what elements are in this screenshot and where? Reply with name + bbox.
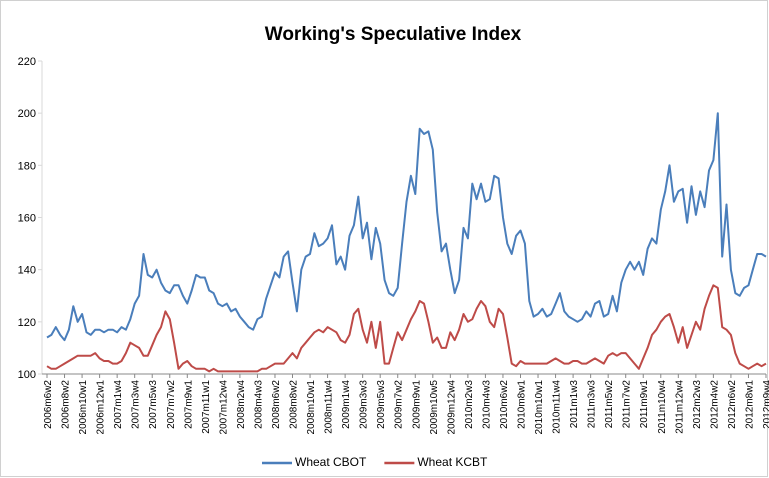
chart-title: Working's Speculative Index [265, 24, 522, 45]
x-tick-label: 2009m3w3 [359, 380, 370, 429]
x-tick-label: 2006m12w1 [96, 380, 107, 435]
x-tick-label: 2010m11w4 [552, 380, 563, 434]
x-tick-label: 2007m5w3 [148, 380, 159, 429]
y-tick-label: 180 [18, 160, 36, 172]
x-tick-label: 2007m3w4 [131, 380, 142, 429]
series-line [46, 284, 767, 373]
x-tick-label: 2006m10w1 [78, 380, 89, 435]
y-tick-label: 140 [18, 265, 36, 277]
legend-label: Wheat CBOT [295, 455, 367, 469]
legend-label: Wheat KCBT [417, 455, 488, 469]
x-tick-label: 2011m12w4 [674, 380, 685, 434]
x-tick-label: 2007m7w2 [166, 380, 177, 429]
x-tick-label: 2008m2w4 [236, 380, 247, 429]
x-tick-label: 2012m8w1 [744, 380, 755, 429]
x-tick-label: 2012m6w2 [727, 380, 738, 429]
x-tick-label: 2008m6w2 [271, 380, 282, 429]
x-tick-label: 2008m10w1 [306, 380, 317, 435]
x-tick-label: 2009m5w3 [376, 380, 387, 429]
series-line [46, 112, 767, 342]
x-tick-label: 2009m7w2 [394, 380, 405, 429]
x-tick-label: 2011m1w3 [569, 380, 580, 429]
x-tick-label: 2007m1w4 [113, 380, 124, 429]
x-tick-label: 2010m4w3 [481, 380, 492, 429]
x-tick-label: 2010m10w1 [534, 380, 545, 435]
x-tick-label: 2009m12w4 [446, 380, 457, 435]
x-tick-label: 2012m2w3 [692, 380, 703, 429]
x-tick-label: 2007m11w1 [201, 380, 212, 434]
y-tick-label: 100 [18, 369, 36, 381]
x-tick-label: 2006m8w2 [61, 380, 72, 429]
x-tick-label: 2007m9w1 [183, 380, 194, 429]
y-tick-label: 160 [18, 213, 36, 225]
y-tick-label: 120 [18, 317, 36, 329]
x-tick-label: 2011m7w2 [622, 380, 633, 429]
x-tick-label: 2011m10w4 [657, 380, 668, 434]
x-tick-label: 2010m6w2 [499, 380, 510, 429]
x-tick-label: 2011m5w2 [604, 380, 615, 429]
x-tick-label: 2011m9w1 [639, 380, 650, 429]
x-tick-label: 2008m8w2 [289, 380, 300, 429]
x-tick-label: 2007m12w4 [218, 380, 229, 435]
x-tick-label: 2009m1w4 [341, 380, 352, 429]
x-tick-label: 2009m9w1 [411, 380, 422, 429]
y-tick-label: 200 [18, 108, 36, 120]
x-tick-label: 2010m8w1 [516, 380, 527, 429]
x-tick-label: 2010m2w3 [464, 380, 475, 429]
x-tick-label: 2009m10w5 [429, 380, 440, 435]
x-tick-label: 2008m4w3 [253, 380, 264, 429]
x-tick-label: 2012m4w2 [709, 380, 720, 429]
x-tick-label: 2011m3w3 [587, 380, 598, 429]
x-tick-label: 2006m6w2 [43, 380, 54, 429]
x-tick-label: 2008m11w4 [324, 380, 335, 434]
y-tick-label: 220 [18, 56, 36, 68]
x-tick-label: 2012m9w4 [762, 380, 769, 429]
